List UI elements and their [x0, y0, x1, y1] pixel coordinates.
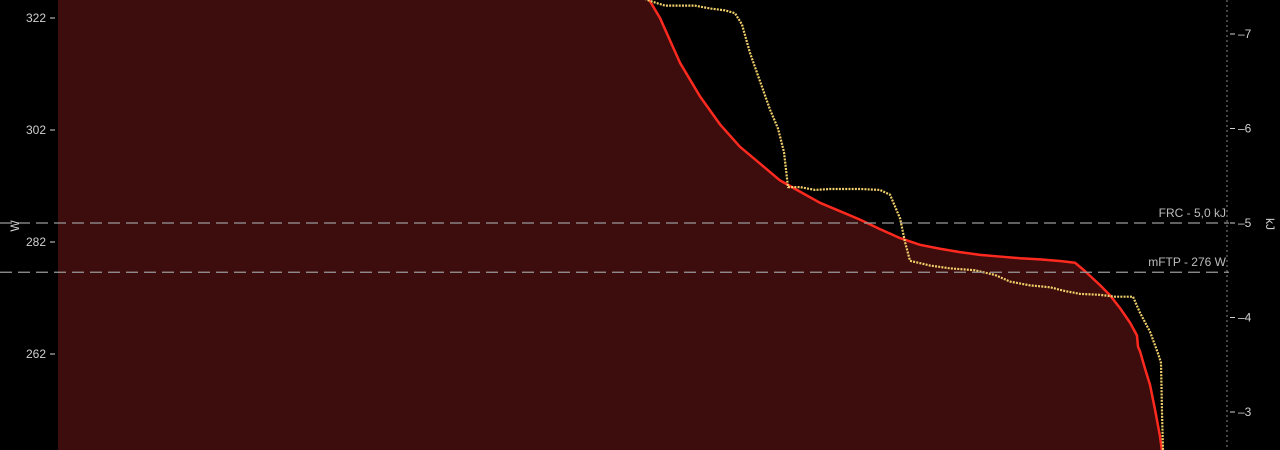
- right-tick-label: –5: [1238, 216, 1252, 230]
- left-tick-label: 282: [26, 235, 46, 249]
- mftp-reference-label: mFTP - 276 W: [1148, 255, 1226, 269]
- right-tick-label: –3: [1238, 405, 1252, 419]
- left-tick-label: 322: [26, 11, 46, 25]
- right-tick-label: –4: [1238, 311, 1252, 325]
- power-area-fill: [58, 0, 1163, 450]
- left-axis-title: W: [8, 220, 22, 232]
- left-tick-label: 302: [26, 123, 46, 137]
- right-axis-title: kJ: [1263, 218, 1277, 230]
- power-curve-line: [647, 0, 1164, 450]
- left-tick-label: 262: [26, 347, 46, 361]
- right-tick-label: –6: [1238, 122, 1252, 136]
- right-tick-label: –7: [1238, 27, 1252, 41]
- frc-reference-label: FRC - 5,0 kJ: [1159, 206, 1226, 220]
- energy-curve-line: [645, 0, 1165, 450]
